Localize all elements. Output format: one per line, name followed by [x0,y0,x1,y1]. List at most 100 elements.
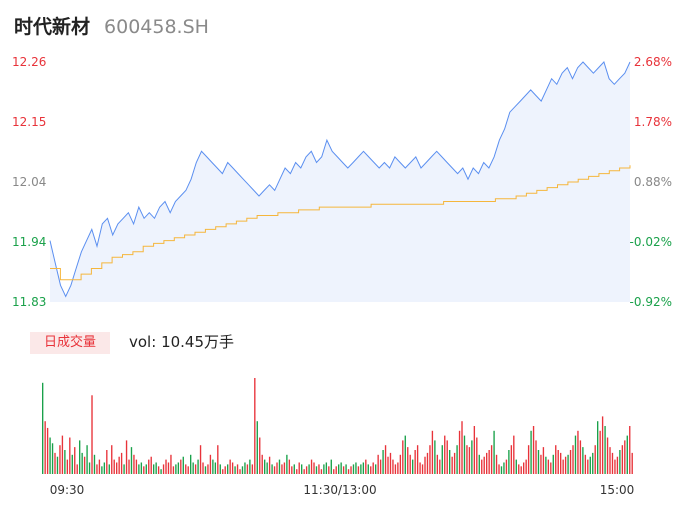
volume-bar [560,452,562,474]
volume-bar [187,466,189,474]
volume-bar [431,430,434,474]
volume-bar [133,454,135,474]
volume-bar [165,459,167,474]
volume-bar [421,464,424,474]
volume-bar [125,440,128,474]
volume-bar [113,459,115,474]
volume-bar [540,454,542,474]
volume-bar [49,437,51,474]
volume-bar [409,454,411,474]
volume-bar [377,454,379,474]
volume-bar [389,452,392,474]
volume-bar [473,426,476,474]
volume-bar [619,450,621,474]
volume-bar [631,452,633,474]
volume-bar [303,469,305,474]
volume-bar [498,464,500,474]
y-tick-left: 11.94 [12,235,46,249]
volume-bar [56,456,59,474]
y-tick-left: 12.26 [12,55,46,69]
volume-bar [298,462,300,474]
volume-bar [530,430,532,474]
volume-bar [545,456,547,474]
volume-bar [392,459,394,474]
volume-bar [594,445,596,474]
volume-bar [111,445,113,474]
volume-bar [259,437,261,474]
volume-bar [449,450,451,474]
volume-bar [140,462,143,474]
volume-bar [350,466,352,474]
volume-bar [54,452,56,474]
volume-bar [365,459,367,474]
volume-bar [372,462,374,474]
volume-bar [313,462,315,474]
volume-bar [204,466,207,474]
volume-bar [572,445,574,474]
volume-bar [209,454,212,474]
volume-bar [219,464,221,474]
volume-bar [367,464,369,474]
volume-bar [244,462,246,474]
volume-bar [172,466,175,474]
volume-bar [157,466,160,474]
volume-bar [118,456,120,474]
volume-bar [397,462,399,474]
volume-bar [150,456,152,474]
volume-bar [601,416,604,474]
volume-bar [192,462,194,474]
volume-bar [461,421,463,474]
volume-bar [162,464,165,474]
volume-bar [626,435,628,474]
volume-bar [86,445,88,474]
volume-bar [123,464,125,474]
volume-bar [167,462,170,474]
volume-bar [375,464,377,474]
x-tick: 11:30/13:00 [303,483,376,497]
volume-bar [557,450,559,474]
volume-bar [177,462,180,474]
volume-bar [355,462,357,474]
volume-bar [471,440,473,474]
volume-bar [360,464,362,474]
volume-bar [463,435,466,474]
stock-header: 时代新材 600458.SH [14,12,209,40]
volume-bar [488,450,490,474]
volume-bar [271,464,273,474]
volume-bar [456,445,458,474]
volume-bar [614,459,616,474]
volume-bar [629,426,631,474]
volume-bar [108,464,110,474]
volume-bar [148,459,150,474]
volume-bar [197,459,199,474]
volume-bar [61,435,64,474]
volume-bar [416,445,419,474]
volume-bar [333,469,335,474]
volume-bar [83,456,86,474]
volume-bar [495,454,498,474]
volume-bar [91,395,93,474]
volume-bar [71,454,73,474]
volume-bar [505,459,508,474]
volume-bar [535,440,537,474]
volume-bar [227,464,229,474]
volume-bar [402,440,404,474]
volume-bar [550,462,552,474]
volume-bar [276,462,278,474]
volume-bar [493,430,495,474]
volume-bar [135,459,138,474]
volume-bar [520,466,522,474]
volume-bar [46,427,49,474]
volume-label: vol: 10.45万手 [129,331,234,352]
volume-badge: 日成交量 [30,332,110,354]
volume-bar [96,464,98,474]
volume-bar [254,378,256,474]
volume-bar [569,450,572,474]
stock-code: 600458.SH [104,16,209,38]
volume-value: 10.45万手 [161,333,235,351]
volume-bar [387,456,389,474]
volume-bar [153,464,155,474]
volume-bar [345,464,347,474]
volume-bar [394,464,397,474]
volume-bar [296,469,298,474]
